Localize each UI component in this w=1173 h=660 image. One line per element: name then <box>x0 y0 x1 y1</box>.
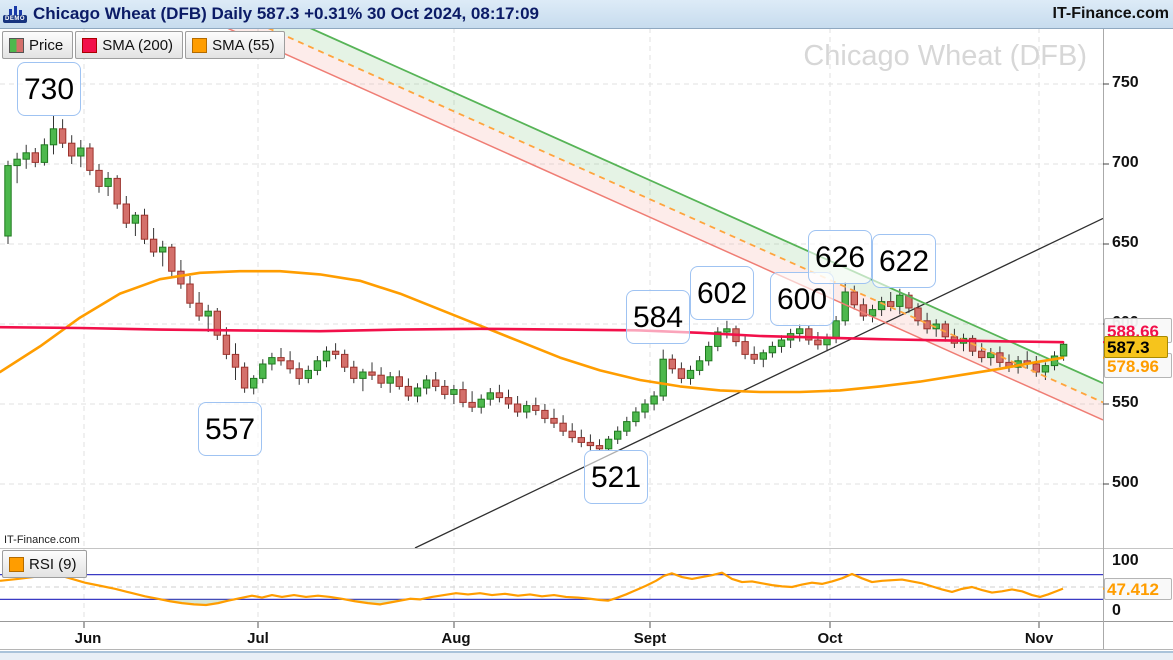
brand-link: IT-Finance.com <box>1052 5 1169 22</box>
swing-label-521: 521 <box>584 450 648 504</box>
price-tick-550: 550 <box>1112 394 1139 411</box>
legend-price-chip[interactable]: Price <box>2 31 74 59</box>
swing-label-584: 584 <box>626 290 690 344</box>
month-label-oct: Oct <box>817 630 843 647</box>
rsi-tick-0: 0 <box>1112 602 1121 619</box>
swing-label-602: 602 <box>690 266 754 320</box>
month-label-aug: Aug <box>441 630 471 647</box>
top-bar: DEMO Chicago Wheat (DFB) Daily 587.3 +0.… <box>0 0 1173 29</box>
rsi-tick-100: 100 <box>1112 552 1139 569</box>
month-label-jun: Jun <box>74 630 102 647</box>
rsi-swatch-icon <box>9 556 24 572</box>
legend-sma55-chip[interactable]: SMA (55) <box>185 31 285 59</box>
legend-rsi-label: RSI (9) <box>29 555 77 573</box>
month-label-nov: Nov <box>1024 630 1054 647</box>
price-tick-700: 700 <box>1112 154 1139 171</box>
price-tick-650: 650 <box>1112 234 1139 251</box>
swing-label-557: 557 <box>198 402 262 456</box>
legend-sma55-label: SMA (55) <box>212 36 275 54</box>
candlestick-logo-icon <box>8 5 22 15</box>
swing-label-600: 600 <box>770 272 834 326</box>
rsi-legend: RSI (9) <box>2 550 87 578</box>
footnote-brand: IT-Finance.com <box>2 534 82 546</box>
month-label-sept: Sept <box>633 630 667 647</box>
demo-badge: DEMO <box>3 14 27 23</box>
price-swatch-icon <box>9 37 24 53</box>
price-tick-750: 750 <box>1112 74 1139 91</box>
last-price-tag: 587.3 <box>1104 336 1168 358</box>
rsi-value-tag: 47.412 <box>1104 578 1172 600</box>
demo-account-icon: DEMO <box>3 2 27 26</box>
main-legend: Price SMA (200) SMA (55) <box>2 31 285 59</box>
swing-label-730: 730 <box>17 62 81 116</box>
legend-sma200-label: SMA (200) <box>102 36 174 54</box>
swing-label-622: 622 <box>872 234 936 288</box>
legend-sma200-chip[interactable]: SMA (200) <box>75 31 184 59</box>
legend-price-label: Price <box>29 36 64 54</box>
price-tick-500: 500 <box>1112 474 1139 491</box>
sma55-swatch-icon <box>192 37 208 53</box>
horizontal-scrollbar[interactable] <box>0 651 1173 660</box>
month-label-jul: Jul <box>247 630 269 647</box>
legend-rsi-chip[interactable]: RSI (9) <box>2 550 87 578</box>
watermark: Chicago Wheat (DFB) <box>803 40 1087 72</box>
sma200-swatch-icon <box>82 37 98 53</box>
swing-label-626: 626 <box>808 230 872 284</box>
instrument-title: Chicago Wheat (DFB) Daily 587.3 +0.31% 3… <box>33 4 539 23</box>
